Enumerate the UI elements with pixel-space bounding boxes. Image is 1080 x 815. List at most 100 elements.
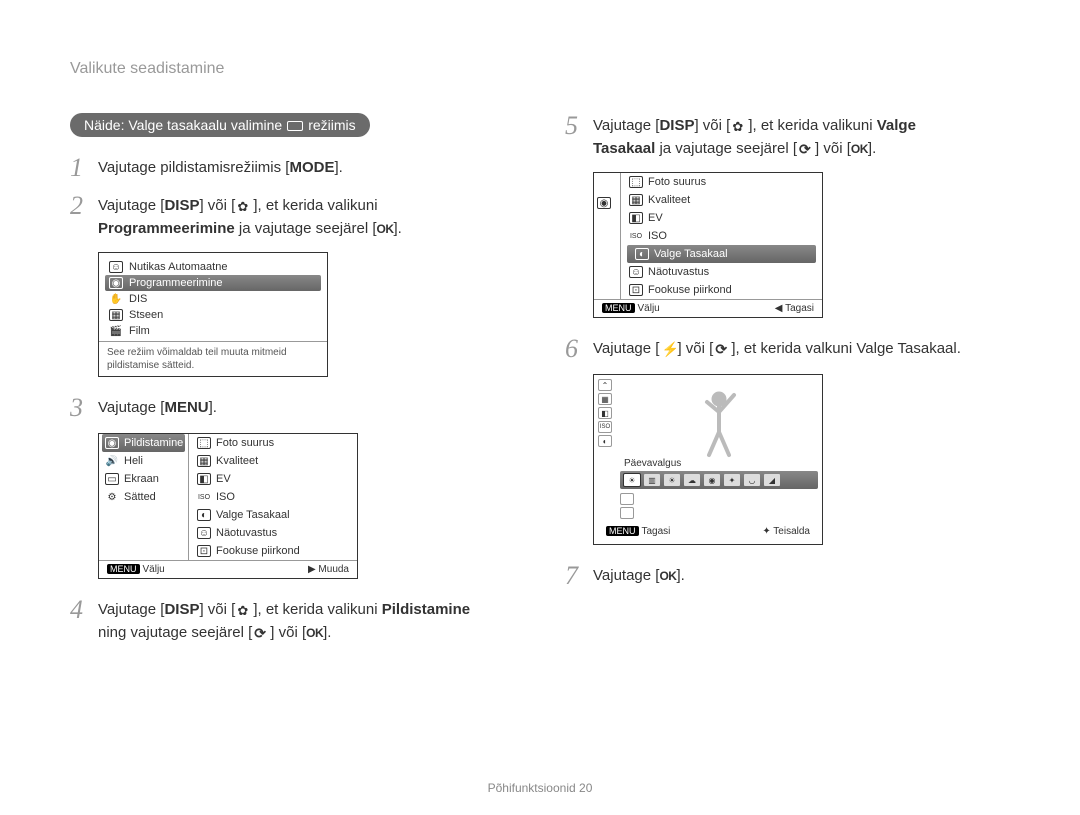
t: Vajutage [ [593, 340, 659, 357]
list-item: ☺Nutikas Automaatne [99, 259, 327, 275]
screenshot-wb-preview: ⌃ ▦ ◧ ISO ◐ Päevavalgus ☀ ▥ ☀ ☁ ◉ ✦ [593, 374, 823, 545]
label: Programmeerimine [129, 277, 223, 289]
t: ], et kerida valikuni [253, 197, 377, 214]
step-text: Vajutage [DISP] või [], et kerida valiku… [98, 193, 402, 240]
list-item: ⚙Sätted [99, 488, 188, 506]
t: Vajutage [ [593, 117, 659, 134]
menu-tag: MENU [606, 526, 639, 536]
label: Fookuse piirkond [216, 545, 300, 557]
label: DIS [129, 293, 147, 305]
wb-chip: ◡ [744, 474, 760, 486]
face-icon: ☺ [629, 266, 643, 278]
icon [620, 507, 634, 519]
list-item-selected: ◉ Pildistamine [102, 434, 185, 452]
menu-left-pane: ◉ Pildistamine 🔊 Heli ▭Ekraan ⚙Sätted [99, 434, 189, 560]
step-num: 4 [70, 597, 98, 623]
icon: ▦ [598, 393, 612, 405]
pill-text-pre: Näide: Valge tasakaalu valimine [84, 117, 282, 133]
wb-icon: ◐ [635, 248, 649, 260]
t: Vajutage [ [98, 601, 164, 618]
timer-icon [798, 142, 814, 156]
person-silhouette-icon [689, 387, 749, 459]
iso-icon: ISO [629, 230, 643, 242]
icon: ⌃ [598, 379, 612, 391]
side-icons-below [620, 493, 818, 519]
label: Film [129, 325, 150, 337]
disp-label: DISP [164, 601, 199, 618]
step-2: 2 Vajutage [DISP] või [], et kerida vali… [70, 193, 515, 240]
list-item: ◧EV [189, 470, 357, 488]
list-item: ▭Ekraan [99, 470, 188, 488]
t: Välju [638, 303, 660, 314]
size-icon: ⬚ [629, 176, 643, 188]
step-num: 3 [70, 395, 98, 421]
step-text: Vajutage [DISP] või [], et kerida valiku… [98, 597, 470, 644]
wb-strip: ☀ ▥ ☀ ☁ ◉ ✦ ◡ ◢ [620, 471, 818, 489]
label: Näotuvastus [216, 527, 277, 539]
step-text: Vajutage [DISP] või [], et kerida valiku… [593, 113, 916, 160]
label: Heli [124, 455, 143, 467]
footer-right: ✦ Teisalda [762, 526, 810, 537]
list-item: ▦Kvaliteet [189, 452, 357, 470]
wb-chip: ✦ [724, 474, 740, 486]
right-column: 5 Vajutage [DISP] või [], et kerida vali… [565, 113, 1010, 656]
wb-chip: ◢ [764, 474, 780, 486]
t: ]. [394, 220, 402, 237]
timer-icon [253, 626, 269, 640]
t: ], et kerida valkuni Valge Tasakaal. [731, 340, 961, 357]
step-1: 1 Vajutage pildistamisrežiimis [MODE]. [70, 155, 515, 181]
focus-icon: ⊡ [629, 284, 643, 296]
focus-icon: ⊡ [197, 545, 211, 557]
step-num: 5 [565, 113, 593, 139]
camera-icon: ◉ [109, 277, 123, 289]
list-item: ⬚Foto suurus [189, 434, 357, 452]
footer-left: MENUTagasi [606, 526, 670, 537]
bold: Programmeerimine [98, 220, 235, 237]
list-item: ▦Stseen [99, 307, 327, 323]
label: Pildistamine [124, 437, 183, 449]
wb-chip-selected: ☀ [624, 474, 640, 486]
label: Valge Tasakaal [654, 248, 728, 260]
ok-label: OK [851, 142, 868, 156]
icon [620, 493, 634, 505]
example-pill: Näide: Valge tasakaalu valimine režiimis [70, 113, 370, 137]
step-text: Vajutage [MENU]. [98, 395, 217, 420]
sound-icon: 🔊 [105, 455, 119, 467]
step-num: 2 [70, 193, 98, 219]
menu-right-pane: ⬚Foto suurus ▦Kvaliteet ◧EV ISOISO ◐Valg… [621, 173, 822, 299]
camera-icon [287, 119, 303, 131]
camera-icon: ◉ [105, 437, 119, 449]
step-num: 6 [565, 336, 593, 362]
step-6: 6 Vajutage [] või [], et kerida valkuni … [565, 336, 1010, 362]
wb-chip: ☀ [664, 474, 680, 486]
iso-icon: ISO [197, 491, 211, 503]
t: ] või [ [199, 197, 235, 214]
step-num: 7 [565, 563, 593, 589]
tab-camera: ◉ [593, 173, 620, 233]
bold: Valge [877, 117, 916, 134]
list-item-selected: ◉ Programmeerimine [105, 275, 321, 291]
footer-right: ◀ Tagasi [775, 303, 814, 314]
screenshot-menu-split: ◉ Pildistamine 🔊 Heli ▭Ekraan ⚙Sätted ⬚Fot… [98, 433, 358, 579]
menu-left-pane: ◉ [593, 173, 621, 299]
label: Näotuvastus [648, 266, 709, 278]
smart-icon: ☺ [109, 261, 123, 273]
side-icons: ⌃ ▦ ◧ ISO ◐ [598, 379, 616, 522]
preview-body: Päevavalgus ☀ ▥ ☀ ☁ ◉ ✦ ◡ ◢ [620, 379, 818, 489]
t: ]. [323, 624, 331, 641]
list-item: ◧EV [621, 209, 822, 227]
label: Sätted [124, 491, 156, 503]
list-item: ⬚Foto suurus [621, 173, 822, 191]
flower-icon [731, 119, 747, 133]
label: Foto suurus [216, 437, 274, 449]
list-item: 🎬Film [99, 323, 327, 339]
screen-icon: ▭ [105, 473, 119, 485]
label: Stseen [129, 309, 163, 321]
list-item: ISOISO [189, 488, 357, 506]
list-item: ⊡Fookuse piirkond [621, 281, 822, 299]
label: EV [216, 473, 231, 485]
list-item: ◐Valge Tasakaal [189, 506, 357, 524]
t: Vajutage [ [593, 567, 659, 584]
page-footer: Põhifunktsioonid 20 [0, 781, 1080, 795]
menu-tag: MENU [107, 564, 140, 574]
